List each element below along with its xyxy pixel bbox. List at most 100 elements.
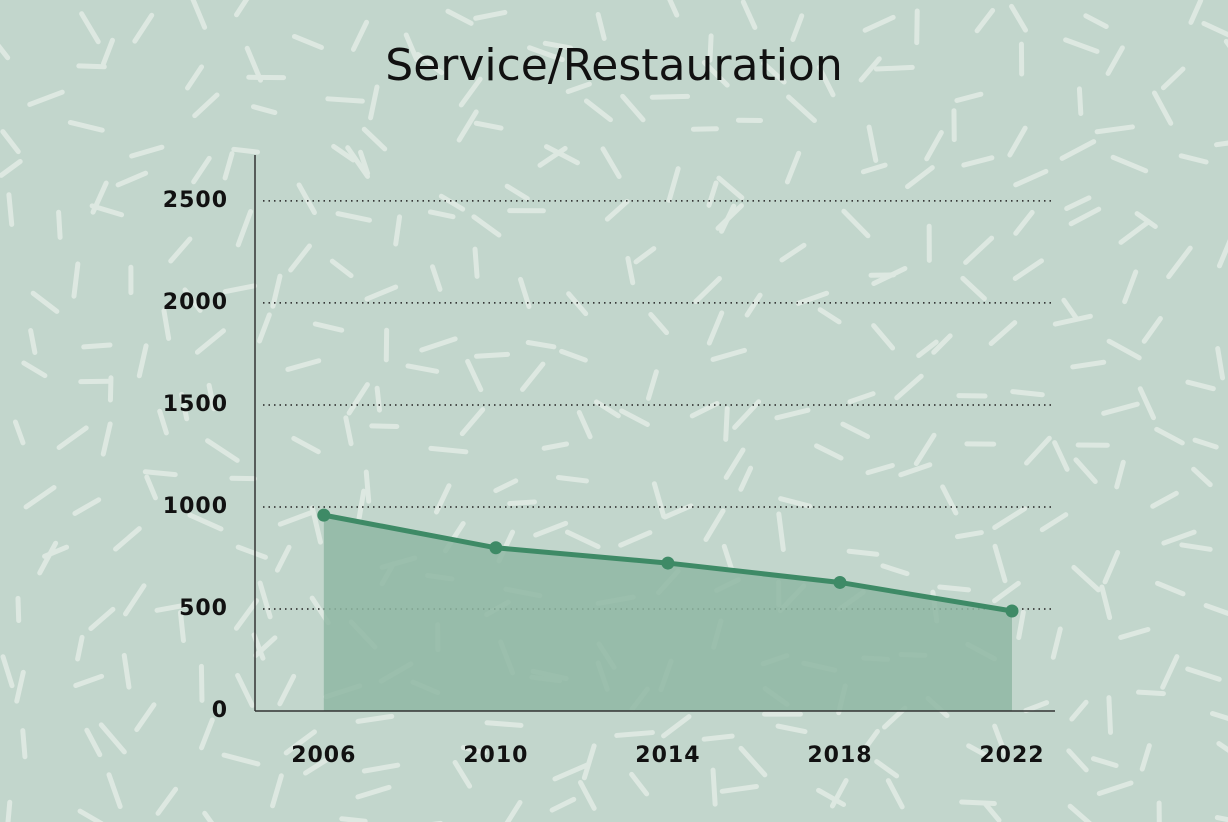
dash bbox=[710, 767, 718, 807]
dash bbox=[67, 119, 105, 133]
dash bbox=[1215, 346, 1226, 381]
dash bbox=[1201, 21, 1228, 38]
dash bbox=[533, 520, 569, 538]
dash bbox=[142, 469, 178, 478]
dash bbox=[179, 391, 190, 422]
dash bbox=[277, 673, 297, 707]
dash bbox=[81, 342, 113, 350]
y-tick-label: 500 bbox=[179, 596, 228, 621]
dash bbox=[1203, 603, 1228, 617]
dash bbox=[405, 363, 440, 374]
dash bbox=[72, 497, 102, 516]
dash bbox=[364, 284, 399, 302]
dash bbox=[123, 583, 147, 617]
dash bbox=[1096, 780, 1134, 796]
dash bbox=[504, 799, 523, 822]
x-tick-label: 2006 bbox=[291, 743, 356, 768]
dash bbox=[1010, 389, 1045, 398]
x-tick-label: 2010 bbox=[463, 743, 528, 768]
dash bbox=[778, 496, 813, 509]
dash bbox=[1023, 700, 1050, 714]
dash bbox=[288, 243, 312, 273]
dash bbox=[0, 43, 11, 61]
dash bbox=[625, 255, 636, 286]
dash bbox=[459, 407, 486, 437]
dash bbox=[723, 447, 746, 480]
dash bbox=[374, 385, 382, 413]
dash bbox=[191, 155, 212, 185]
dash bbox=[206, 382, 217, 412]
dash bbox=[1192, 437, 1219, 450]
dash bbox=[1039, 512, 1069, 533]
dash bbox=[880, 563, 910, 577]
dash bbox=[866, 124, 879, 163]
dash bbox=[309, 505, 323, 545]
dash bbox=[136, 343, 149, 379]
dash bbox=[73, 673, 105, 688]
dash bbox=[182, 287, 203, 313]
dash bbox=[132, 12, 155, 44]
dash bbox=[222, 283, 258, 295]
dash bbox=[707, 33, 714, 63]
dash bbox=[600, 146, 622, 179]
dash bbox=[458, 76, 483, 108]
dash bbox=[865, 462, 895, 476]
dash bbox=[689, 401, 720, 419]
dash bbox=[1185, 666, 1222, 682]
dash bbox=[1118, 219, 1151, 245]
dash bbox=[784, 150, 802, 185]
dash bbox=[645, 369, 659, 401]
dash bbox=[992, 723, 1009, 759]
dash bbox=[1059, 139, 1097, 161]
dash bbox=[155, 786, 179, 816]
dash bbox=[858, 56, 882, 83]
dash bbox=[23, 485, 57, 510]
dash bbox=[474, 351, 511, 359]
dash bbox=[157, 408, 169, 436]
dash bbox=[593, 399, 621, 419]
dash bbox=[618, 530, 653, 548]
dash bbox=[1068, 206, 1102, 227]
dash bbox=[649, 93, 691, 100]
chart-title: Service/Restauration bbox=[385, 40, 842, 91]
dash bbox=[221, 752, 261, 767]
dash bbox=[222, 151, 235, 181]
dash bbox=[619, 408, 650, 427]
y-tick-label: 0 bbox=[212, 698, 228, 723]
dash bbox=[703, 508, 726, 542]
dash bbox=[1052, 440, 1070, 472]
dash bbox=[816, 787, 847, 807]
dash bbox=[368, 84, 380, 121]
dash bbox=[1073, 457, 1098, 485]
dash bbox=[430, 264, 443, 292]
dash bbox=[916, 339, 939, 359]
dash bbox=[856, 728, 880, 760]
dash bbox=[1013, 209, 1035, 236]
dash bbox=[666, 166, 681, 203]
dash bbox=[1067, 803, 1092, 822]
dash bbox=[1009, 3, 1028, 33]
dash bbox=[363, 469, 372, 504]
dash bbox=[776, 511, 786, 553]
dash bbox=[518, 276, 532, 310]
dash bbox=[1134, 211, 1158, 229]
dash bbox=[291, 33, 324, 50]
dash bbox=[484, 720, 524, 728]
dash bbox=[527, 45, 565, 63]
dash bbox=[862, 14, 896, 33]
dash bbox=[525, 340, 557, 350]
dash bbox=[661, 714, 692, 739]
dash bbox=[355, 784, 392, 800]
dash bbox=[1209, 711, 1228, 721]
dash bbox=[1216, 239, 1228, 269]
dash bbox=[1076, 86, 1084, 116]
dash bbox=[1214, 815, 1228, 822]
dash bbox=[312, 321, 345, 333]
dash bbox=[283, 729, 317, 756]
dash bbox=[5, 799, 13, 822]
dash bbox=[361, 126, 388, 152]
dash bbox=[369, 423, 400, 429]
dash bbox=[154, 602, 191, 613]
